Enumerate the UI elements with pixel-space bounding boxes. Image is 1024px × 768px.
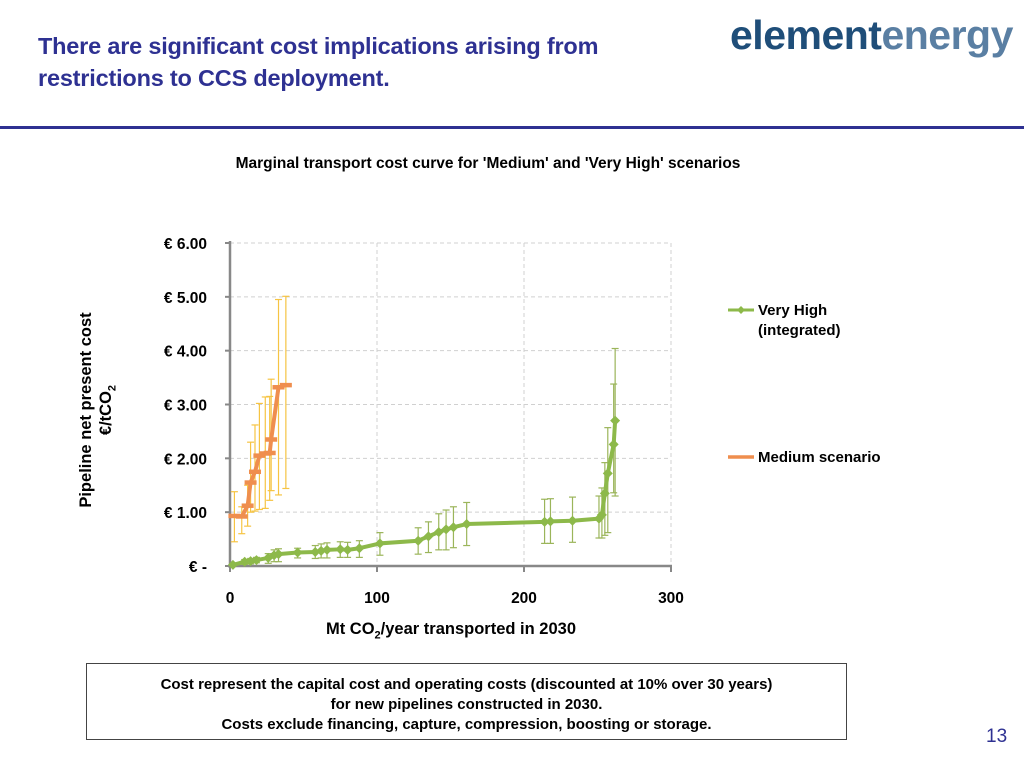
legend-label-very-high-line1: Very High xyxy=(758,302,828,319)
y-axis-label-line1: Pipeline net present cost xyxy=(77,312,95,508)
y-tick-label: € 2.00 xyxy=(164,451,207,468)
y-axis-unit: €/tCO xyxy=(97,391,115,436)
data-point xyxy=(413,535,424,546)
data-point xyxy=(461,519,472,530)
x-tick-label: 100 xyxy=(364,590,390,607)
slide-title: There are significant cost implications … xyxy=(38,30,738,94)
gridlines xyxy=(230,242,672,566)
data-point xyxy=(539,516,550,527)
legend-marker-very-high xyxy=(737,306,745,314)
data-point xyxy=(545,516,556,527)
y-tick-label: € - xyxy=(189,559,207,576)
chart-title: Marginal transport cost curve for 'Mediu… xyxy=(235,155,741,172)
note-line: Costs exclude financing, capture, compre… xyxy=(221,716,712,733)
series-medium xyxy=(228,295,292,543)
series-layer xyxy=(227,295,621,570)
x-axis-label-rest: /year transported in 2030 xyxy=(380,620,577,638)
data-point xyxy=(596,509,607,520)
data-point xyxy=(567,515,578,526)
note-line: for new pipelines constructed in 2030. xyxy=(330,696,603,713)
page-number: 13 xyxy=(986,726,1008,747)
data-point xyxy=(239,556,250,567)
slide-title-line2: restrictions to CCS deployment. xyxy=(38,65,390,91)
legend-label-very-high-line2: (integrated) xyxy=(758,322,841,339)
data-point xyxy=(448,522,459,533)
data-point xyxy=(342,544,353,555)
legend-item-very-high: Very High (integrated) xyxy=(758,301,841,341)
data-point xyxy=(251,555,262,566)
data-point xyxy=(335,544,346,555)
data-point xyxy=(292,547,303,558)
y-axis-label: Pipeline net present cost €/tCO2 xyxy=(76,280,122,540)
x-axis-label: Mt CO2/year transported in 2030 xyxy=(230,620,672,641)
y-tick-label: € 5.00 xyxy=(164,290,207,307)
x-tick-label: 200 xyxy=(511,590,537,607)
data-point xyxy=(599,488,610,499)
logo-part-energy: energy xyxy=(881,12,1013,58)
data-point xyxy=(227,559,238,570)
x-tick-label: 300 xyxy=(658,590,684,607)
slide-title-line1: There are significant cost implications … xyxy=(38,33,599,59)
logo-part-element: element xyxy=(730,12,882,58)
data-point xyxy=(602,468,613,479)
data-point xyxy=(610,415,621,426)
y-tick-label: € 6.00 xyxy=(164,236,207,253)
x-axis-label-sub: 2 xyxy=(374,629,381,642)
y-tick-label: € 1.00 xyxy=(164,505,207,522)
legend-label-medium: Medium scenario xyxy=(758,449,881,466)
data-point xyxy=(273,549,284,560)
data-point xyxy=(608,439,619,450)
data-point xyxy=(441,524,452,535)
data-point xyxy=(423,531,434,542)
data-point xyxy=(433,527,444,538)
data-point xyxy=(322,544,333,555)
cost-note-box: Cost represent the capital cost and oper… xyxy=(86,663,847,740)
note-line: Cost represent the capital cost and oper… xyxy=(160,676,773,693)
title-divider xyxy=(0,126,1024,129)
y-tick-label: € 3.00 xyxy=(164,398,207,415)
y-axis-unit-sub: 2 xyxy=(106,384,119,392)
x-tick-label: 0 xyxy=(226,590,235,607)
legend-marks xyxy=(728,306,754,459)
legend-item-medium: Medium scenario xyxy=(758,448,881,468)
x-axis-label-main: Mt CO xyxy=(325,620,375,638)
series-very-high xyxy=(227,347,621,570)
element-energy-logo: elementenergy xyxy=(730,10,1013,60)
y-tick-label: € 4.00 xyxy=(164,344,207,361)
axes: € - € 1.00 € 2.00 € 3.00 € 4.00 € 5.00 € 6.00 0… xyxy=(164,236,684,607)
y-axis-label-line2: €/tCO2 xyxy=(96,280,122,540)
data-point xyxy=(374,538,385,549)
data-point xyxy=(354,543,365,554)
series-line xyxy=(232,420,618,567)
